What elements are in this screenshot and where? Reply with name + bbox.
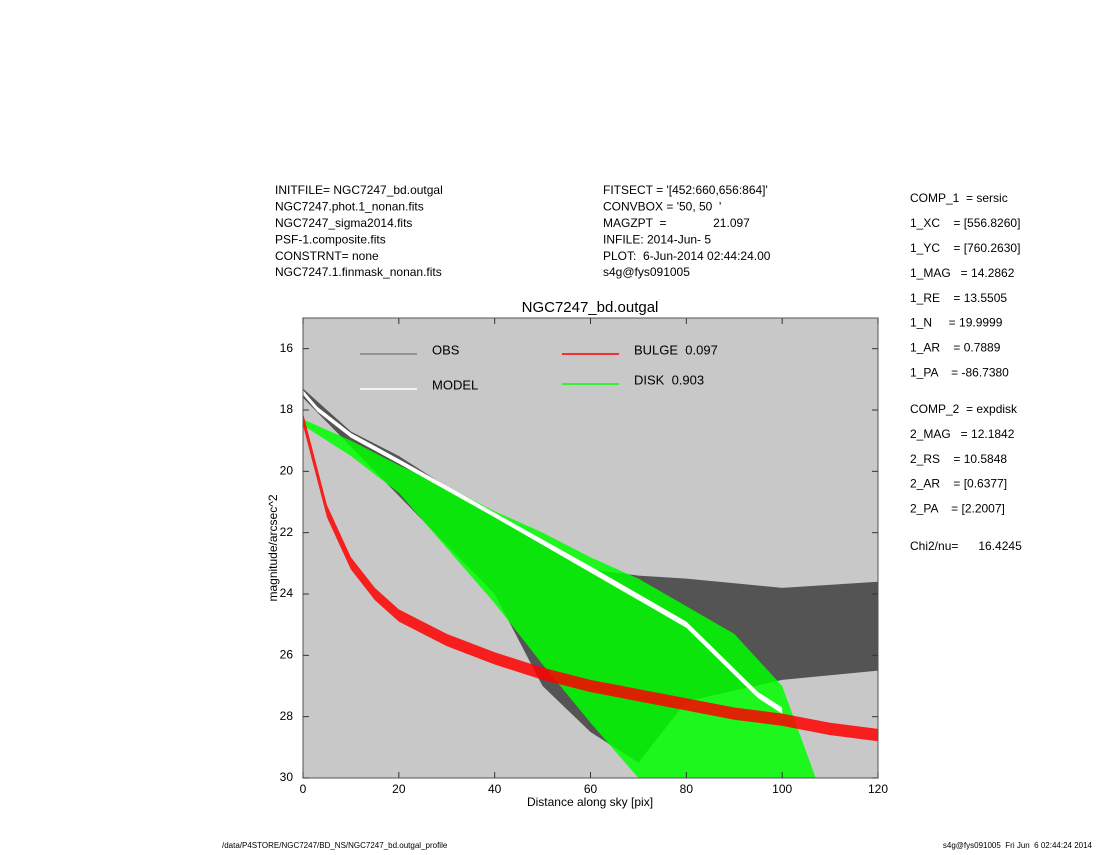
y-tick-label: 16 <box>280 341 294 355</box>
param-line: 2_AR = [0.6377] <box>910 477 1007 491</box>
x-axis-label: Distance along sky [pix] <box>527 795 653 809</box>
info-line: NGC7247.1.finmask_nonan.fits <box>275 265 442 279</box>
info-line: MAGZPT = 21.097 <box>603 216 750 230</box>
param-line: 1_PA = -86.7380 <box>910 365 1009 379</box>
param-line: 2_PA = [2.2007] <box>910 501 1005 515</box>
x-tick-label: 120 <box>868 782 888 796</box>
legend-label: MODEL <box>432 377 478 392</box>
info-line: PLOT: 6-Jun-2014 02:44:24.00 <box>603 249 771 263</box>
y-tick-label: 18 <box>280 402 294 416</box>
x-tick-label: 60 <box>584 782 598 796</box>
param-line: COMP_1 = sersic <box>910 191 1008 205</box>
profile-band <box>303 419 816 778</box>
x-tick-label: 20 <box>392 782 406 796</box>
x-tick-label: 0 <box>300 782 307 796</box>
x-tick-label: 80 <box>680 782 694 796</box>
footer-stamp: s4g@fys091005 Fri Jun 6 02:44:24 2014 <box>943 841 1093 850</box>
y-tick-label: 30 <box>280 770 294 784</box>
info-line: PSF-1.composite.fits <box>275 232 386 246</box>
y-tick-label: 26 <box>280 648 294 662</box>
chart-title: NGC7247_bd.outgal <box>522 299 659 316</box>
x-tick-label: 40 <box>488 782 502 796</box>
param-line: 1_YC = [760.2630] <box>910 241 1020 255</box>
footer-path: /data/P4STORE/NGC7247/BD_NS/NGC7247_bd.o… <box>222 841 448 850</box>
info-line: INITFILE= NGC7247_bd.outgal <box>275 183 443 197</box>
legend-label: DISK 0.903 <box>634 372 704 387</box>
chi-line: Chi2/nu= 16.4245 <box>910 539 1022 553</box>
param-line: 1_N = 19.9999 <box>910 316 1003 330</box>
y-tick-label: 24 <box>280 586 294 600</box>
legend-label: BULGE 0.097 <box>634 342 718 357</box>
info-line: FITSECT = '[452:660,656:864]' <box>603 183 768 197</box>
info-line: s4g@fys091005 <box>603 265 690 279</box>
param-line: 1_RE = 13.5505 <box>910 291 1007 305</box>
info-line: CONVBOX = '50, 50 ' <box>603 200 721 214</box>
info-line: INFILE: 2014-Jun- 5 <box>603 232 711 246</box>
info-line: NGC7247_sigma2014.fits <box>275 216 412 230</box>
param-line: 2_RS = 10.5848 <box>910 452 1007 466</box>
y-tick-label: 22 <box>280 525 294 539</box>
param-line: COMP_2 = expdisk <box>910 402 1018 416</box>
param-line: 2_MAG = 12.1842 <box>910 427 1015 441</box>
info-line: NGC7247.phot.1_nonan.fits <box>275 200 424 214</box>
y-tick-label: 28 <box>280 709 294 723</box>
param-line: 1_XC = [556.8260] <box>910 216 1020 230</box>
info-line: CONSTRNT= none <box>275 249 379 263</box>
x-tick-label: 100 <box>772 782 792 796</box>
y-axis-label: magnitude/arcsec^2 <box>266 494 280 601</box>
legend-label: OBS <box>432 342 460 357</box>
param-line: 1_MAG = 14.2862 <box>910 266 1015 280</box>
y-tick-label: 20 <box>280 464 294 478</box>
param-line: 1_AR = 0.7889 <box>910 341 1001 355</box>
plot-marks <box>303 388 878 778</box>
